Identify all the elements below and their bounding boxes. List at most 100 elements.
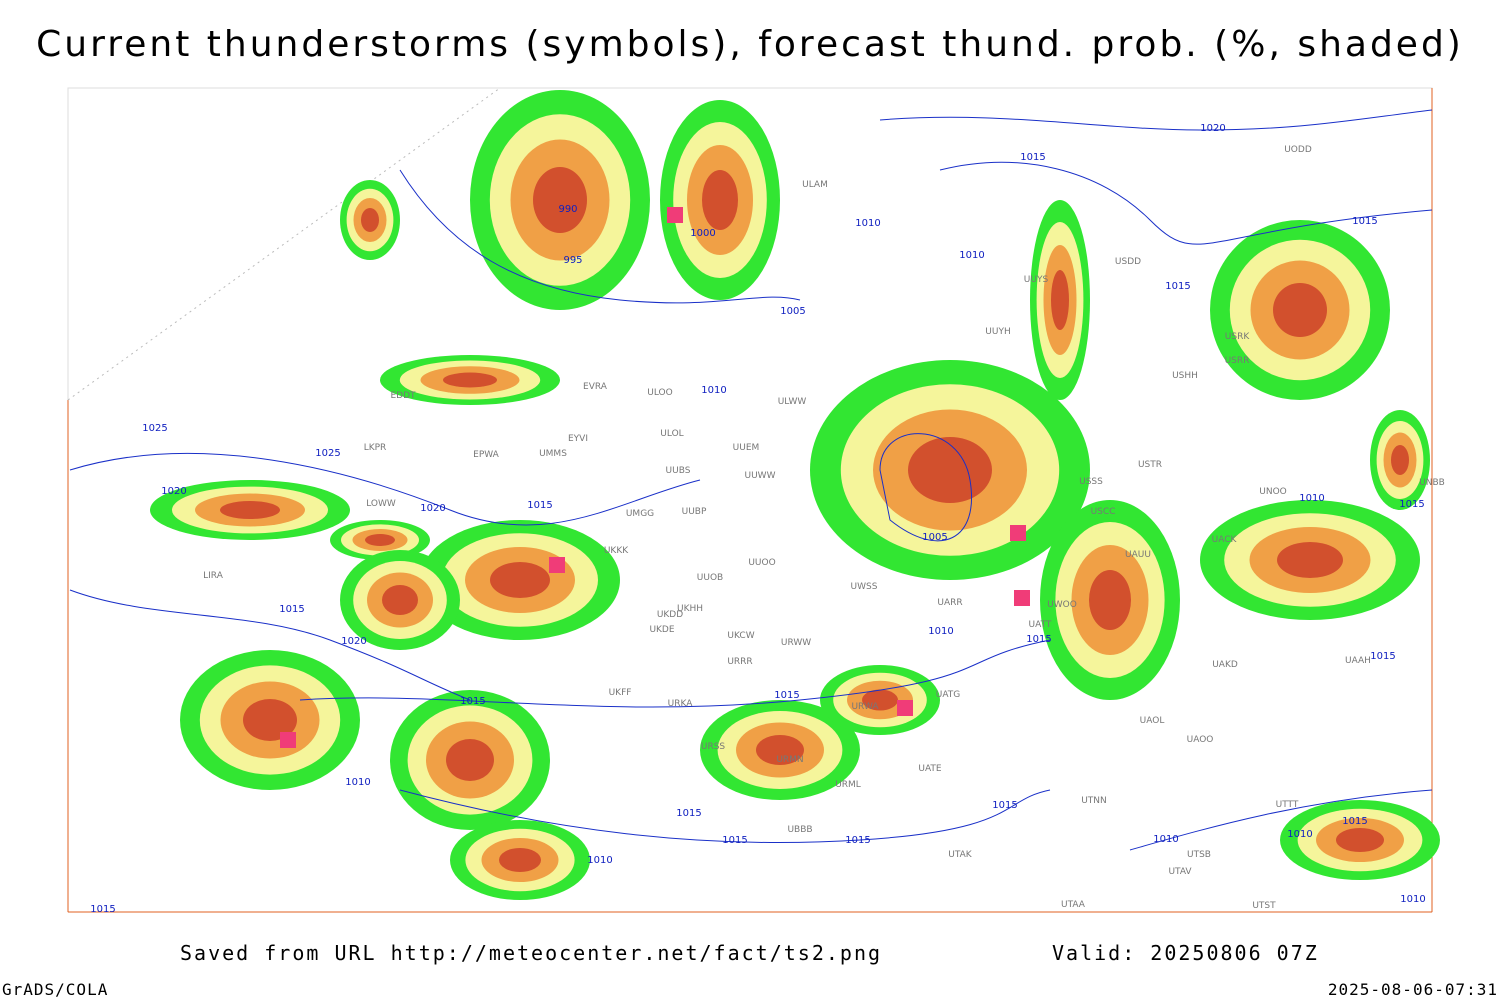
station-code: UAUU [1125,550,1151,560]
isobar-label: 1010 [1400,894,1425,905]
isobar-label: 990 [558,204,577,215]
station-code: URWW [781,638,811,648]
station-code: UAAH [1345,656,1371,666]
station-code: UKKK [604,546,629,556]
isobar-label: 1015 [1370,651,1395,662]
station-code: URML [835,780,861,790]
shade-blob [220,501,280,519]
station-code: UATT [1029,620,1052,630]
station-code: USRR [1225,356,1250,366]
station-code: UTSB [1187,850,1211,860]
shade-blob [490,562,550,598]
station-code: USSS [1079,477,1103,487]
storm-symbol [1014,590,1030,606]
isobar-label: 1020 [161,486,186,497]
station-code: UTST [1252,901,1276,911]
station-code: UNOO [1259,487,1287,497]
isobar-label: 1015 [722,835,747,846]
storm-symbol [549,557,565,573]
station-code: URMN [776,755,803,765]
station-code: UTNN [1081,796,1107,806]
station-code: UAOL [1140,716,1165,726]
isobar-label: 1015 [527,500,552,511]
isobar-label: 1015 [845,835,870,846]
storm-symbol [1010,525,1026,541]
isobar-label: 1010 [1299,493,1324,504]
station-code: UMGG [626,509,654,519]
station-code: ULAM [802,180,828,190]
station-code: UKDE [649,625,674,635]
isobar-label: 1015 [460,696,485,707]
station-code: URKA [668,699,694,709]
map-edge [67,87,501,401]
shade-blob [446,739,494,781]
timestamp: 2025-08-06-07:31 [1328,980,1498,999]
isobar [69,452,701,526]
station-code: LOWW [366,499,396,509]
isobar-label: 1015 [774,690,799,701]
source-url: Saved from URL http://meteocenter.net/fa… [180,941,882,965]
isobar-label: 1020 [420,503,445,514]
map-texts: Current thunderstorms (symbols), forecas… [2,24,1498,999]
station-code: UTAV [1168,867,1192,877]
station-code: EDDT [390,391,416,401]
shade-blob [1273,283,1327,337]
shade-blob [702,170,738,230]
isobar-label: 1010 [1153,834,1178,845]
shade-blob [361,208,379,232]
shade-blob [365,534,395,546]
station-code: UUYS [1024,275,1049,285]
isobar-label: 1015 [1020,152,1045,163]
isobar [879,433,972,542]
shade-blob [533,167,587,233]
station-code: UKDD [657,610,683,620]
isobar-label: 1015 [676,808,701,819]
station-code: UATE [918,764,942,774]
station-code: URRR [727,657,752,667]
isobar-label: 1005 [780,306,805,317]
station-code: UAKD [1212,660,1238,670]
shade-blob [499,848,541,872]
isobar [299,639,1051,708]
probability-shading [150,90,1440,900]
isobar-label: 1010 [928,626,953,637]
station-code: UUOB [697,573,723,583]
isobar-lines [69,109,1433,851]
isobar-label: 1010 [1287,829,1312,840]
isobar-label: 1015 [279,604,304,615]
isobar-label: 1010 [701,385,726,396]
station-code: ULWW [778,397,807,407]
isobar-label: 1010 [855,218,880,229]
station-code: UUBS [666,466,691,476]
isobar-label: 1015 [1352,216,1377,227]
station-code: UKCW [727,631,754,641]
station-code: USRK [1225,332,1251,342]
station-code: UACK [1212,535,1238,545]
isobar-label: 1025 [142,423,167,434]
shade-blob [862,689,898,711]
isobar [879,109,1433,131]
isobar-label: 1015 [1342,816,1367,827]
shade-blob [1277,542,1343,578]
isobar-label: 1015 [1026,634,1051,645]
isobar-label: 1005 [922,532,947,543]
isobar-label: 1020 [1200,123,1225,134]
isobar-label: 995 [563,255,582,266]
isobar-label: 1010 [587,855,612,866]
shade-blob [756,735,804,765]
isobar-label: 1015 [992,800,1017,811]
shade-blob [1089,570,1131,630]
station-code: UARR [937,598,962,608]
storm-symbol [667,207,683,223]
isobar-label: 1010 [345,777,370,788]
station-code: UATG [936,690,961,700]
isobar-label: 1025 [315,448,340,459]
station-code: UTTT [1276,800,1299,810]
station-code: EYVI [568,434,588,444]
shade-blob [243,699,297,741]
isobar [939,161,1433,245]
software: GrADS/COLA [2,980,108,999]
station-code: URWA [851,702,879,712]
station-code: USHH [1172,371,1198,381]
station-code: UWSS [851,582,878,592]
